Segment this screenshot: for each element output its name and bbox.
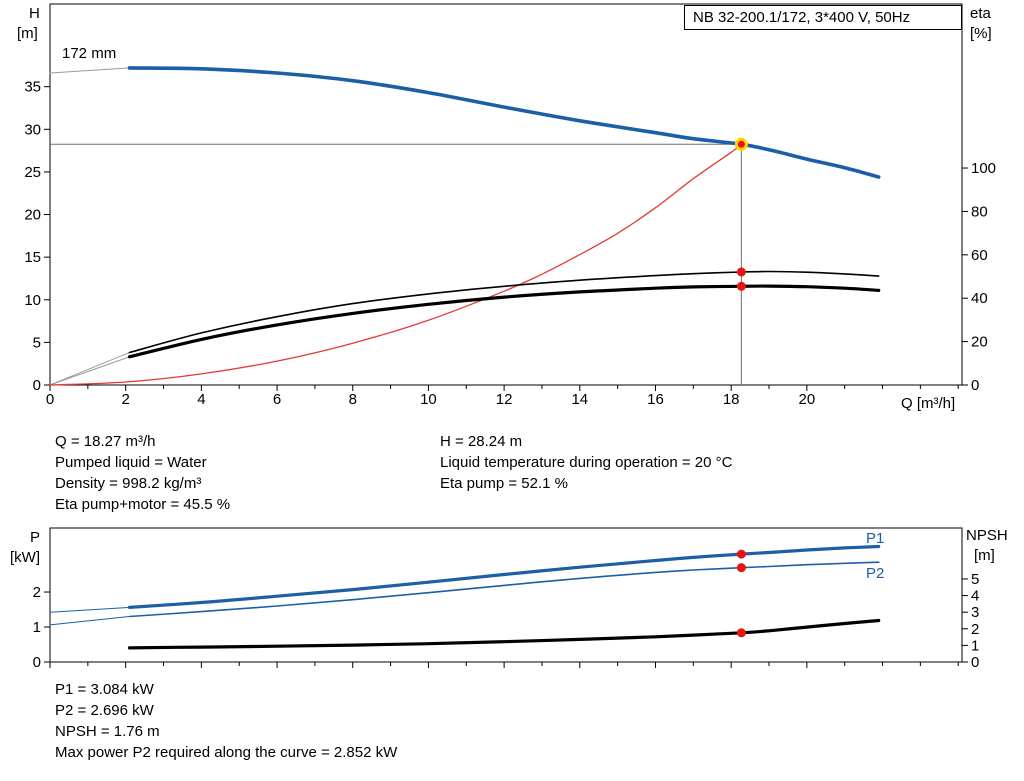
curve-eta-pump-motor-extension bbox=[49, 356, 130, 386]
power-npsh-chart-yright-tick-label: 3 bbox=[971, 604, 979, 621]
head-eta-chart-x-tick-label: 16 bbox=[647, 391, 664, 408]
info-line-p2: P2 = 2.696 kW bbox=[55, 702, 154, 719]
power-npsh-chart-yleft-tick-label: 1 bbox=[33, 619, 41, 636]
power-npsh-chart-yleft-tick-label: 0 bbox=[33, 654, 41, 671]
curve-eta-display-curve bbox=[49, 143, 743, 386]
power-info: P1 = 3.084 kW P2 = 2.696 kW NPSH = 1.76 … bbox=[55, 679, 397, 763]
head-eta-chart-x-tick-label: 12 bbox=[496, 391, 513, 408]
head-eta-chart-yright-tick-label: 100 bbox=[971, 160, 996, 177]
info-line-npsh: NPSH = 1.76 m bbox=[55, 723, 160, 740]
power-npsh-chart-yleft-tick-label: 2 bbox=[33, 584, 41, 601]
head-eta-chart-yleft-tick-label: 10 bbox=[24, 292, 41, 309]
head-eta-chart-yright-tick-label: 40 bbox=[971, 290, 988, 307]
head-eta-chart-x-tick-label: 2 bbox=[122, 391, 130, 408]
head-eta-chart-yleft-tick-label: 20 bbox=[24, 207, 41, 224]
head-eta-chart-yleft-tick-label: 5 bbox=[33, 334, 41, 351]
info-line-temperature: Liquid temperature during operation = 20… bbox=[440, 454, 733, 471]
head-eta-chart-x-tick-label: 10 bbox=[420, 391, 437, 408]
power-npsh-chart-yright-tick-label: 2 bbox=[971, 621, 979, 638]
info-line-liquid: Pumped liquid = Water bbox=[55, 454, 207, 471]
info-line-p1: P1 = 3.084 kW bbox=[55, 681, 154, 698]
power-npsh-chart-yright-tick-label: 1 bbox=[971, 637, 979, 654]
power-axis-name: P bbox=[30, 529, 41, 546]
head-eta-chart-x-tick-label: 18 bbox=[723, 391, 740, 408]
curve-head-curve bbox=[127, 66, 881, 179]
duty-point-marker bbox=[734, 137, 748, 151]
impeller-diameter-label: 172 mm bbox=[62, 45, 117, 62]
info-line-eta-pump: Eta pump = 52.1 % bbox=[440, 475, 568, 492]
info-line-density: Density = 998.2 kg/m³ bbox=[55, 475, 202, 492]
curve-p1-curve bbox=[127, 544, 881, 609]
curve-eta-pump-motor-curve bbox=[127, 284, 881, 359]
operating-info-right: H = 28.24 m Liquid temperature during op… bbox=[440, 431, 732, 494]
head-eta-chart-x-tick-label: 14 bbox=[571, 391, 588, 408]
power-npsh-chart-yright-tick-label: 5 bbox=[971, 571, 979, 588]
info-line-head: H = 28.24 m bbox=[440, 433, 523, 450]
curve-p2-extension bbox=[49, 616, 130, 626]
eta-axis-unit: [%] bbox=[970, 25, 992, 42]
head-eta-chart-yright-tick-label: 60 bbox=[971, 247, 988, 264]
head-eta-chart-yright-tick-label: 20 bbox=[971, 334, 988, 351]
head-eta-chart-x-tick-label: 6 bbox=[273, 391, 281, 408]
head-eta-chart-frame bbox=[49, 3, 963, 386]
head-eta-chart-x-tick-label: 8 bbox=[349, 391, 357, 408]
power-npsh-chart-yright-tick-label: 4 bbox=[971, 588, 979, 605]
head-axis-unit: [m] bbox=[17, 25, 38, 42]
curve-head-extension bbox=[49, 67, 130, 74]
head-axis-name: H bbox=[29, 5, 40, 22]
p2-curve-label: P2 bbox=[866, 565, 885, 582]
curve-eta-pump-extension bbox=[49, 352, 130, 386]
curve-duty-dot bbox=[736, 281, 746, 291]
head-eta-chart-x-tick-label: 0 bbox=[46, 391, 54, 408]
curve-p1-extension bbox=[49, 606, 130, 613]
p1-curve-label: P1 bbox=[866, 530, 885, 547]
info-line-flow: Q = 18.27 m³/h bbox=[55, 433, 156, 450]
curve-duty-dot bbox=[736, 267, 746, 277]
power-npsh-chart-yright-tick-label: 0 bbox=[971, 654, 979, 671]
pump-title-box: NB 32-200.1/172, 3*400 V, 50Hz bbox=[684, 5, 962, 30]
operating-info-left: Q = 18.27 m³/h Pumped liquid = Water Den… bbox=[55, 431, 230, 515]
curve-duty-dot bbox=[736, 563, 746, 573]
curve-duty-dot bbox=[736, 549, 746, 559]
flow-axis-label: Q [m³/h] bbox=[901, 395, 956, 412]
info-line-max-power: Max power P2 required along the curve = … bbox=[55, 744, 398, 761]
head-eta-chart-x-tick-label: 20 bbox=[799, 391, 816, 408]
head-eta-chart-yleft-tick-label: 0 bbox=[33, 377, 41, 394]
head-eta-chart-yright-tick-label: 80 bbox=[971, 203, 988, 220]
head-eta-chart-yleft-tick-label: 15 bbox=[24, 249, 41, 266]
curve-npsh-curve bbox=[127, 618, 881, 650]
curve-duty-dot bbox=[736, 628, 746, 638]
head-eta-chart-yleft-tick-label: 25 bbox=[24, 164, 41, 181]
eta-axis-name: eta bbox=[970, 5, 991, 22]
npsh-axis-name: NPSH bbox=[966, 527, 1008, 544]
curve-eta-pump-curve bbox=[128, 270, 880, 354]
head-eta-chart-yleft-tick-label: 35 bbox=[24, 79, 41, 96]
head-eta-chart-yleft-tick-label: 30 bbox=[24, 121, 41, 138]
power-axis-unit: [kW] bbox=[10, 549, 40, 566]
head-eta-chart-yright-tick-label: 0 bbox=[971, 377, 979, 394]
info-line-eta-pump-motor: Eta pump+motor = 45.5 % bbox=[55, 496, 231, 513]
power-npsh-chart-frame bbox=[49, 527, 963, 663]
npsh-axis-unit: [m] bbox=[974, 547, 995, 564]
curve-p2-curve bbox=[128, 561, 880, 618]
head-eta-chart-x-tick-label: 4 bbox=[197, 391, 205, 408]
